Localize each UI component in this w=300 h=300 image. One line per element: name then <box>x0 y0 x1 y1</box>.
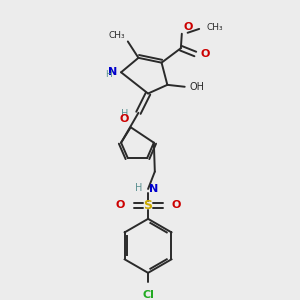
Text: H: H <box>122 109 129 119</box>
Text: N: N <box>108 67 117 77</box>
Text: O: O <box>119 114 129 124</box>
Text: OH: OH <box>190 82 205 92</box>
Text: S: S <box>144 199 153 212</box>
Text: N: N <box>149 184 158 194</box>
Text: H: H <box>105 70 112 79</box>
Text: O: O <box>200 49 209 59</box>
Text: O: O <box>116 200 125 210</box>
Text: O: O <box>171 200 181 210</box>
Text: H: H <box>135 183 142 193</box>
Text: O: O <box>184 22 193 32</box>
Text: CH₃: CH₃ <box>207 23 224 32</box>
Text: Cl: Cl <box>142 290 154 300</box>
Text: CH₃: CH₃ <box>108 31 125 40</box>
